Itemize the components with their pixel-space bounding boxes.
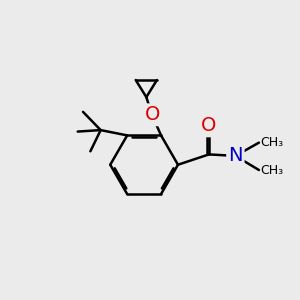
Text: O: O [145,105,160,124]
Text: O: O [201,116,217,135]
Text: N: N [228,146,243,165]
Text: CH₃: CH₃ [260,136,283,148]
Text: CH₃: CH₃ [260,164,283,177]
